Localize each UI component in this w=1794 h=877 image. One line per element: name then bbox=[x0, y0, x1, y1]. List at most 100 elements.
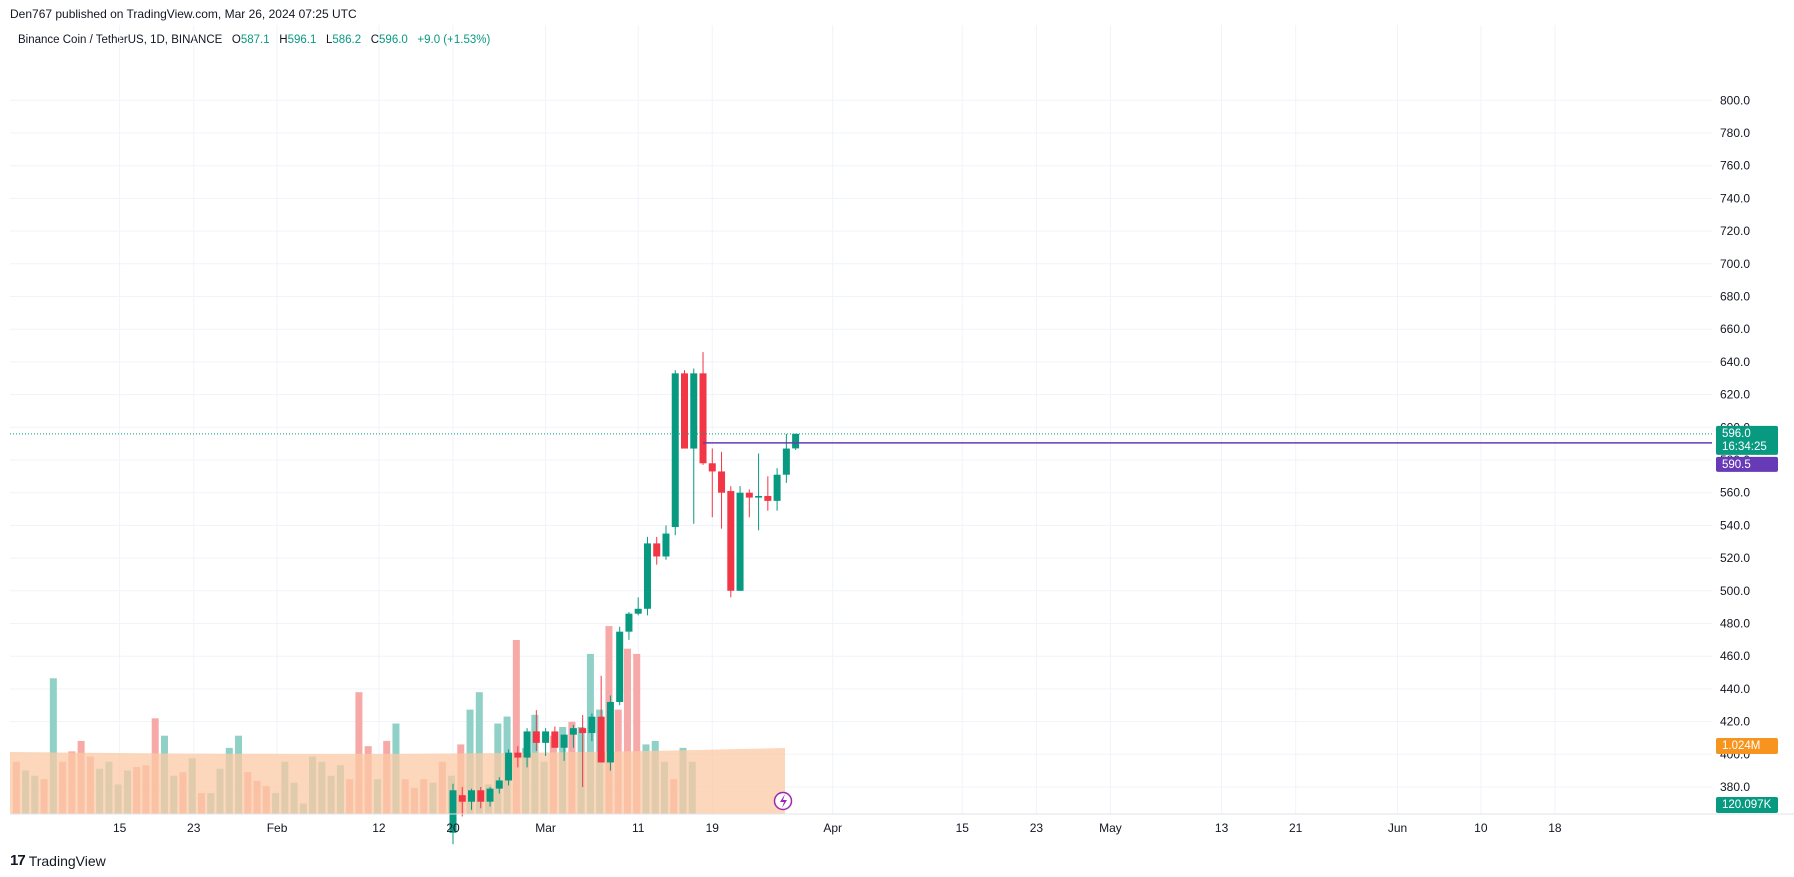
candle-body bbox=[625, 613, 633, 632]
time-tick-label: 13 bbox=[1215, 821, 1229, 835]
candle-body bbox=[579, 728, 587, 734]
candle-body bbox=[560, 734, 568, 748]
price-tick-label: 460.0 bbox=[1720, 649, 1750, 663]
tradingview-logo-icon: 17 bbox=[10, 852, 26, 869]
price-tick-label: 500.0 bbox=[1720, 584, 1750, 598]
price-tick-label: 700.0 bbox=[1720, 257, 1750, 271]
last-price-badge-text: 596.0 bbox=[1722, 428, 1751, 440]
low-label: L bbox=[325, 34, 333, 46]
candle-body bbox=[588, 716, 596, 734]
time-tick-label: 23 bbox=[187, 821, 201, 835]
time-tick-label: 10 bbox=[1474, 821, 1488, 835]
price-tick-label: 620.0 bbox=[1720, 388, 1750, 402]
time-tick-label: Feb bbox=[267, 821, 288, 835]
time-tick-label: 18 bbox=[1548, 821, 1562, 835]
candle-body bbox=[532, 731, 540, 743]
candle-body bbox=[662, 533, 670, 557]
price-tick-label: 680.0 bbox=[1720, 290, 1750, 304]
time-tick-label: 19 bbox=[706, 821, 720, 835]
volume-bar bbox=[633, 653, 641, 814]
price-tick-label: 440.0 bbox=[1720, 682, 1750, 696]
open-label: O bbox=[231, 34, 241, 46]
candle-body bbox=[782, 448, 790, 475]
hline-price-badge-text: 590.5 bbox=[1722, 459, 1751, 471]
time-tick-label: 12 bbox=[372, 821, 386, 835]
volume-ma-area bbox=[10, 748, 785, 814]
candle-body bbox=[458, 795, 466, 802]
candle-body bbox=[495, 780, 503, 789]
candle-body bbox=[727, 491, 735, 591]
candle-body bbox=[542, 731, 550, 743]
open-value: 587.1 bbox=[240, 34, 270, 46]
candle-body bbox=[569, 728, 577, 735]
volume-bar bbox=[512, 640, 520, 814]
time-tick-label: Apr bbox=[823, 821, 842, 835]
price-tick-label: 720.0 bbox=[1720, 224, 1750, 238]
chart-grid bbox=[10, 25, 1712, 814]
flash-icon[interactable] bbox=[773, 791, 793, 811]
volume-ma-badge-text: 1.024M bbox=[1722, 740, 1760, 752]
price-tick-label: 420.0 bbox=[1720, 715, 1750, 729]
time-tick-label: Jun bbox=[1388, 821, 1407, 835]
candle-body bbox=[505, 752, 513, 781]
candle-body bbox=[449, 790, 457, 833]
time-tick-label: 23 bbox=[1030, 821, 1044, 835]
volume-bar bbox=[49, 678, 57, 814]
hline-price-badge-bg bbox=[1716, 456, 1778, 472]
candle-body bbox=[699, 373, 707, 464]
price-tick-label: 640.0 bbox=[1720, 355, 1750, 369]
candle-body bbox=[708, 463, 716, 472]
symbol-name[interactable]: Binance Coin / TetherUS, 1D, BINANCE bbox=[18, 34, 223, 46]
candlesticks bbox=[449, 352, 800, 845]
price-tick-label: 760.0 bbox=[1720, 159, 1750, 173]
price-tick-label: 740.0 bbox=[1720, 191, 1750, 205]
high-value: 596.1 bbox=[287, 34, 317, 46]
candle-body bbox=[745, 492, 753, 498]
candle-body bbox=[773, 474, 781, 501]
candle-body bbox=[551, 731, 559, 748]
candle-body bbox=[606, 701, 614, 763]
close-value: 596.0 bbox=[379, 34, 408, 46]
candle-body bbox=[514, 752, 522, 758]
volume-badge-text: 120.097K bbox=[1722, 799, 1772, 811]
candle-body bbox=[736, 492, 744, 591]
price-tick-label: 380.0 bbox=[1720, 780, 1750, 794]
volume-bar bbox=[475, 692, 483, 814]
candle-body bbox=[634, 608, 642, 614]
tradingview-footer[interactable]: 17 TradingView bbox=[10, 852, 106, 869]
candle-body bbox=[486, 788, 494, 802]
price-tick-label: 560.0 bbox=[1720, 486, 1750, 500]
volume-bar bbox=[355, 692, 363, 814]
price-tick-label: 520.0 bbox=[1720, 551, 1750, 565]
candle-body bbox=[616, 631, 624, 702]
low-value: 586.2 bbox=[332, 34, 362, 46]
time-axis[interactable]: 15 23 Feb 12 20 Mar 11 19 Apr 15 23 May 13 21 Jun 10 18 bbox=[113, 821, 1562, 835]
time-tick-label: 11 bbox=[632, 821, 645, 835]
time-tick-label: Mar bbox=[535, 821, 556, 835]
price-tick-label: 480.0 bbox=[1720, 617, 1750, 631]
time-tick-label: 21 bbox=[1289, 821, 1303, 835]
flash-icon-bolt bbox=[780, 794, 787, 808]
price-badges: 596.016:34:25 590.5 1.024M 120.097K bbox=[1716, 425, 1778, 813]
candle-body bbox=[690, 373, 698, 449]
candle-body bbox=[468, 790, 476, 802]
last-price-badge-bg bbox=[1716, 425, 1778, 455]
change-value: +9.0 (+1.53%) bbox=[417, 34, 491, 46]
volume-ma-badge-bg bbox=[1716, 738, 1778, 754]
price-tick-label: 540.0 bbox=[1720, 518, 1750, 532]
time-tick-label: 15 bbox=[113, 821, 127, 835]
candle-body bbox=[718, 471, 726, 493]
candle-body bbox=[764, 495, 772, 501]
symbol-legend[interactable]: Binance Coin / TetherUS, 1D, BINANCE O58… bbox=[18, 34, 490, 46]
candle-body bbox=[755, 495, 763, 498]
candle-body bbox=[597, 716, 605, 763]
close-label: C bbox=[370, 34, 380, 46]
time-tick-label: 15 bbox=[956, 821, 970, 835]
price-tick-label: 660.0 bbox=[1720, 322, 1750, 336]
high-label: H bbox=[279, 34, 288, 46]
time-tick-label: 20 bbox=[446, 821, 460, 835]
candle-body bbox=[671, 373, 679, 528]
candle-body bbox=[653, 543, 661, 557]
candle-body bbox=[523, 731, 531, 758]
